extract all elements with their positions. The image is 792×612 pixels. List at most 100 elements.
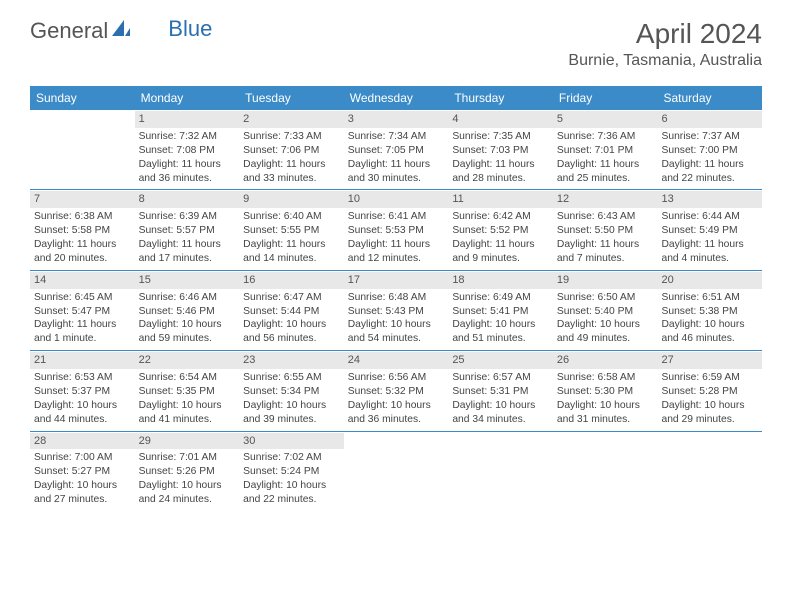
day-number: 6	[657, 111, 762, 128]
week-row: 14Sunrise: 6:45 AMSunset: 5:47 PMDayligh…	[30, 271, 762, 351]
daylight-text: Daylight: 11 hours and 30 minutes.	[348, 158, 445, 186]
sunset-text: Sunset: 5:43 PM	[348, 305, 445, 319]
day-number: 20	[657, 272, 762, 289]
sunset-text: Sunset: 5:52 PM	[452, 224, 549, 238]
sunrise-text: Sunrise: 6:39 AM	[139, 210, 236, 224]
daylight-text: Daylight: 10 hours and 56 minutes.	[243, 318, 340, 346]
day-number: 23	[239, 352, 344, 369]
day-number: 21	[30, 352, 135, 369]
sunset-text: Sunset: 7:03 PM	[452, 144, 549, 158]
calendar-grid: SundayMondayTuesdayWednesdayThursdayFrid…	[30, 86, 762, 511]
day-cell: 9Sunrise: 6:40 AMSunset: 5:55 PMDaylight…	[239, 190, 344, 269]
sunset-text: Sunset: 5:41 PM	[452, 305, 549, 319]
day-number: 2	[239, 111, 344, 128]
sunset-text: Sunset: 5:30 PM	[557, 385, 654, 399]
page-header: General Blue April 2024 Burnie, Tasmania…	[0, 0, 792, 78]
daylight-text: Daylight: 10 hours and 31 minutes.	[557, 399, 654, 427]
daylight-text: Daylight: 11 hours and 20 minutes.	[34, 238, 131, 266]
day-header: Sunday	[30, 86, 135, 110]
week-row: 28Sunrise: 7:00 AMSunset: 5:27 PMDayligh…	[30, 432, 762, 511]
day-cell: 12Sunrise: 6:43 AMSunset: 5:50 PMDayligh…	[553, 190, 658, 269]
daylight-text: Daylight: 11 hours and 12 minutes.	[348, 238, 445, 266]
sunrise-text: Sunrise: 7:02 AM	[243, 451, 340, 465]
daylight-text: Daylight: 11 hours and 14 minutes.	[243, 238, 340, 266]
daylight-text: Daylight: 10 hours and 29 minutes.	[661, 399, 758, 427]
sunset-text: Sunset: 5:46 PM	[139, 305, 236, 319]
day-number: 28	[30, 433, 135, 450]
day-number: 5	[553, 111, 658, 128]
day-cell	[448, 432, 553, 511]
day-number: 17	[344, 272, 449, 289]
daylight-text: Daylight: 10 hours and 24 minutes.	[139, 479, 236, 507]
day-number: 18	[448, 272, 553, 289]
daylight-text: Daylight: 10 hours and 27 minutes.	[34, 479, 131, 507]
day-number: 25	[448, 352, 553, 369]
sunset-text: Sunset: 5:32 PM	[348, 385, 445, 399]
sunset-text: Sunset: 5:47 PM	[34, 305, 131, 319]
day-cell: 7Sunrise: 6:38 AMSunset: 5:58 PMDaylight…	[30, 190, 135, 269]
day-cell: 20Sunrise: 6:51 AMSunset: 5:38 PMDayligh…	[657, 271, 762, 350]
sunset-text: Sunset: 5:58 PM	[34, 224, 131, 238]
daylight-text: Daylight: 11 hours and 28 minutes.	[452, 158, 549, 186]
day-number	[553, 433, 658, 450]
sunrise-text: Sunrise: 6:53 AM	[34, 371, 131, 385]
brand-part2: Blue	[168, 16, 212, 42]
daylight-text: Daylight: 11 hours and 9 minutes.	[452, 238, 549, 266]
day-cell: 6Sunrise: 7:37 AMSunset: 7:00 PMDaylight…	[657, 110, 762, 189]
sunset-text: Sunset: 5:53 PM	[348, 224, 445, 238]
sunrise-text: Sunrise: 6:41 AM	[348, 210, 445, 224]
sunrise-text: Sunrise: 6:42 AM	[452, 210, 549, 224]
week-row: 7Sunrise: 6:38 AMSunset: 5:58 PMDaylight…	[30, 190, 762, 270]
day-cell: 10 Sunrise: 6:41 AMSunset: 5:53 PMDayligh…	[344, 190, 449, 269]
sunset-text: Sunset: 5:27 PM	[34, 465, 131, 479]
day-number: 12	[553, 191, 658, 208]
day-number: 13	[657, 191, 762, 208]
daylight-text: Daylight: 10 hours and 59 minutes.	[139, 318, 236, 346]
day-cell: 21 Sunrise: 6:53 AMSunset: 5:37 PMDayligh…	[30, 351, 135, 430]
day-cell: 18Sunrise: 6:49 AMSunset: 5:41 PMDayligh…	[448, 271, 553, 350]
sunrise-text: Sunrise: 6:43 AM	[557, 210, 654, 224]
sunrise-text: Sunrise: 6:49 AM	[452, 291, 549, 305]
day-number: 26	[553, 352, 658, 369]
day-number: 11	[448, 191, 553, 208]
location-label: Burnie, Tasmania, Australia	[568, 52, 762, 70]
day-cell: 19Sunrise: 6:50 AMSunset: 5:40 PMDayligh…	[553, 271, 658, 350]
sunset-text: Sunset: 5:37 PM	[34, 385, 131, 399]
day-number: 10	[344, 191, 449, 208]
day-number: 19	[553, 272, 658, 289]
day-cell: 22Sunrise: 6:54 AMSunset: 5:35 PMDayligh…	[135, 351, 240, 430]
sunset-text: Sunset: 7:05 PM	[348, 144, 445, 158]
daylight-text: Daylight: 10 hours and 46 minutes.	[661, 318, 758, 346]
day-number: 7	[30, 191, 135, 208]
sunset-text: Sunset: 7:08 PM	[139, 144, 236, 158]
day-cell: 17Sunrise: 6:48 AMSunset: 5:43 PMDayligh…	[344, 271, 449, 350]
day-cell: 25Sunrise: 6:57 AMSunset: 5:31 PMDayligh…	[448, 351, 553, 430]
sunset-text: Sunset: 5:55 PM	[243, 224, 340, 238]
sunrise-text: Sunrise: 6:45 AM	[34, 291, 131, 305]
day-number	[448, 433, 553, 450]
day-cell: 11 Sunrise: 6:42 AMSunset: 5:52 PMDayligh…	[448, 190, 553, 269]
sunset-text: Sunset: 5:28 PM	[661, 385, 758, 399]
day-cell: 28Sunrise: 7:00 AMSunset: 5:27 PMDayligh…	[30, 432, 135, 511]
day-number: 29	[135, 433, 240, 450]
day-number: 15	[135, 272, 240, 289]
daylight-text: Daylight: 10 hours and 41 minutes.	[139, 399, 236, 427]
sunset-text: Sunset: 5:40 PM	[557, 305, 654, 319]
day-header: Friday	[553, 86, 658, 110]
sunset-text: Sunset: 5:35 PM	[139, 385, 236, 399]
daylight-text: Daylight: 11 hours and 36 minutes.	[139, 158, 236, 186]
sunrise-text: Sunrise: 6:51 AM	[661, 291, 758, 305]
sunset-text: Sunset: 5:34 PM	[243, 385, 340, 399]
daylight-text: Daylight: 11 hours and 4 minutes.	[661, 238, 758, 266]
daylight-text: Daylight: 11 hours and 7 minutes.	[557, 238, 654, 266]
daylight-text: Daylight: 10 hours and 36 minutes.	[348, 399, 445, 427]
daylight-text: Daylight: 11 hours and 22 minutes.	[661, 158, 758, 186]
day-cell: 16Sunrise: 6:47 AMSunset: 5:44 PMDayligh…	[239, 271, 344, 350]
day-number: 1	[135, 111, 240, 128]
month-title: April 2024	[568, 18, 762, 50]
sunrise-text: Sunrise: 6:46 AM	[139, 291, 236, 305]
daylight-text: Daylight: 10 hours and 49 minutes.	[557, 318, 654, 346]
sunset-text: Sunset: 5:57 PM	[139, 224, 236, 238]
daylight-text: Daylight: 10 hours and 44 minutes.	[34, 399, 131, 427]
day-number: 30	[239, 433, 344, 450]
